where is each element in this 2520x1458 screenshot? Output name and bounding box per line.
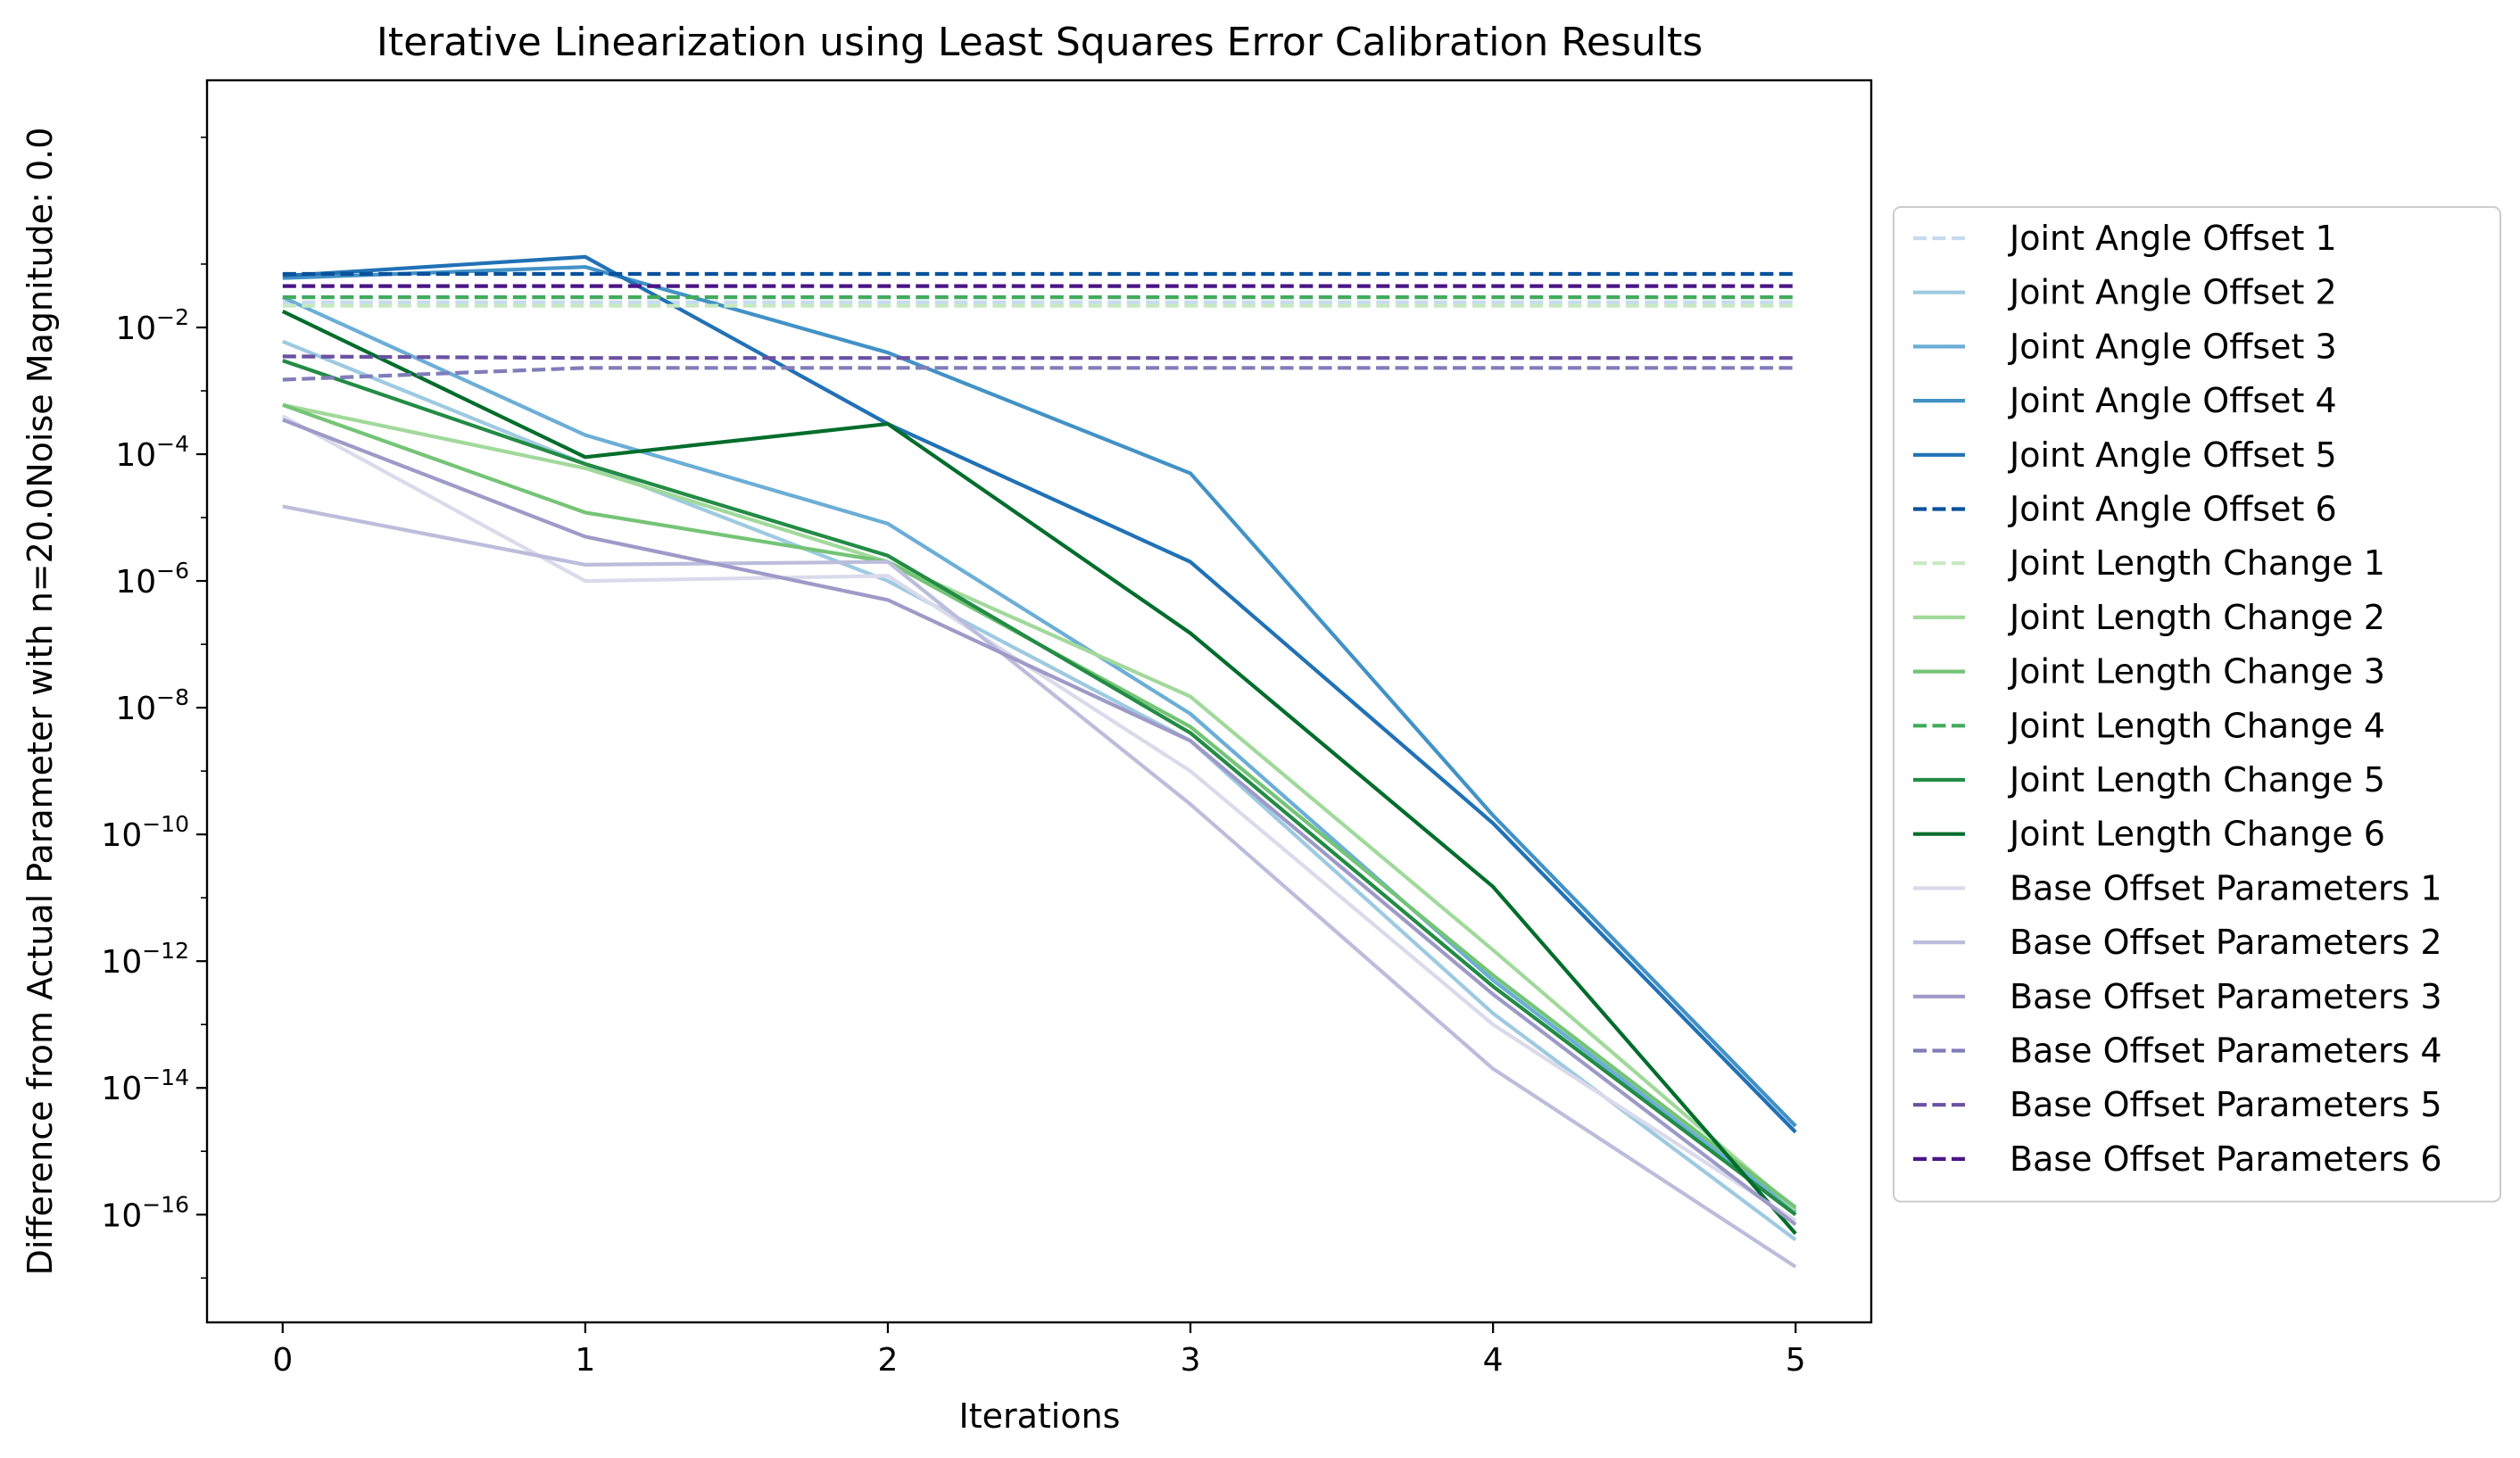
x-tick-label: 1 xyxy=(575,1342,595,1379)
legend-label: Joint Angle Offset 2 xyxy=(2008,273,2337,312)
legend-label: Joint Length Change 1 xyxy=(2008,543,2385,583)
y-tick-label: 10−8 xyxy=(115,684,189,727)
legend-label: Base Offset Parameters 2 xyxy=(2010,923,2442,962)
plot-area-frame xyxy=(205,79,1873,1324)
y-axis: 10−2 10−4 10−6 10−8 10−10 10−12 10−14 10−16 xyxy=(101,137,207,1280)
y-axis-label: Difference from Actual Parameter with n=… xyxy=(21,128,60,1276)
legend-label: Joint Length Change 3 xyxy=(2008,652,2385,692)
x-tick-label: 0 xyxy=(272,1342,293,1379)
legend: Joint Angle Offset 1 Joint Angle Offset 2… xyxy=(1893,206,2501,1203)
series-line-11 xyxy=(282,359,1797,1216)
series-line-4 xyxy=(282,265,1797,1128)
series-line-2 xyxy=(282,339,1797,1242)
y-tick-label: 10−16 xyxy=(101,1191,189,1234)
series-layer xyxy=(281,254,1797,1269)
legend-label: Base Offset Parameters 1 xyxy=(2010,868,2442,907)
legend-label: Base Offset Parameters 5 xyxy=(2010,1085,2442,1124)
legend-label: Joint Angle Offset 3 xyxy=(2008,327,2337,366)
legend-label: Joint Angle Offset 5 xyxy=(2008,435,2337,475)
series-line-5 xyxy=(282,254,1797,1134)
y-tick-label: 10−6 xyxy=(115,558,189,601)
legend-label: Base Offset Parameters 4 xyxy=(2010,1031,2442,1071)
legend-frame xyxy=(1893,206,2501,1203)
y-tick-label: 10−14 xyxy=(101,1065,189,1107)
x-tick-label: 5 xyxy=(1786,1342,1806,1379)
legend-label: Joint Length Change 4 xyxy=(2008,706,2385,745)
series-line-12 xyxy=(281,310,1797,1235)
series-line-14 xyxy=(282,504,1797,1269)
x-tick-label: 4 xyxy=(1483,1342,1504,1379)
series-line-16 xyxy=(282,366,1796,382)
y-tick-label: 10−2 xyxy=(115,304,189,347)
y-tick-label: 10−10 xyxy=(101,811,189,854)
x-tick-label: 2 xyxy=(878,1342,899,1379)
legend-label: Joint Length Change 5 xyxy=(2008,760,2385,799)
legend-label: Base Offset Parameters 6 xyxy=(2010,1139,2442,1179)
legend-label: Joint Angle Offset 4 xyxy=(2008,381,2337,420)
series-line-3 xyxy=(281,295,1797,1214)
legend-label: Joint Length Change 2 xyxy=(2008,598,2385,637)
x-tick-label: 3 xyxy=(1181,1342,1201,1379)
x-axis-label: Iterations xyxy=(959,1396,1121,1436)
legend-label: Joint Angle Offset 1 xyxy=(2008,219,2337,258)
legend-label: Base Offset Parameters 3 xyxy=(2010,977,2442,1016)
legend-label: Joint Length Change 6 xyxy=(2008,815,2385,854)
chart-title: Iterative Linearization using Least Squa… xyxy=(377,20,1703,65)
legend-label: Joint Angle Offset 6 xyxy=(2008,490,2337,529)
x-axis: 0 1 2 3 4 5 xyxy=(272,1322,1806,1379)
series-line-15 xyxy=(282,418,1797,1226)
y-tick-label: 10−12 xyxy=(101,938,189,981)
series-line-8 xyxy=(282,402,1797,1212)
series-line-17 xyxy=(282,354,1796,360)
y-tick-label: 10−4 xyxy=(115,431,189,474)
